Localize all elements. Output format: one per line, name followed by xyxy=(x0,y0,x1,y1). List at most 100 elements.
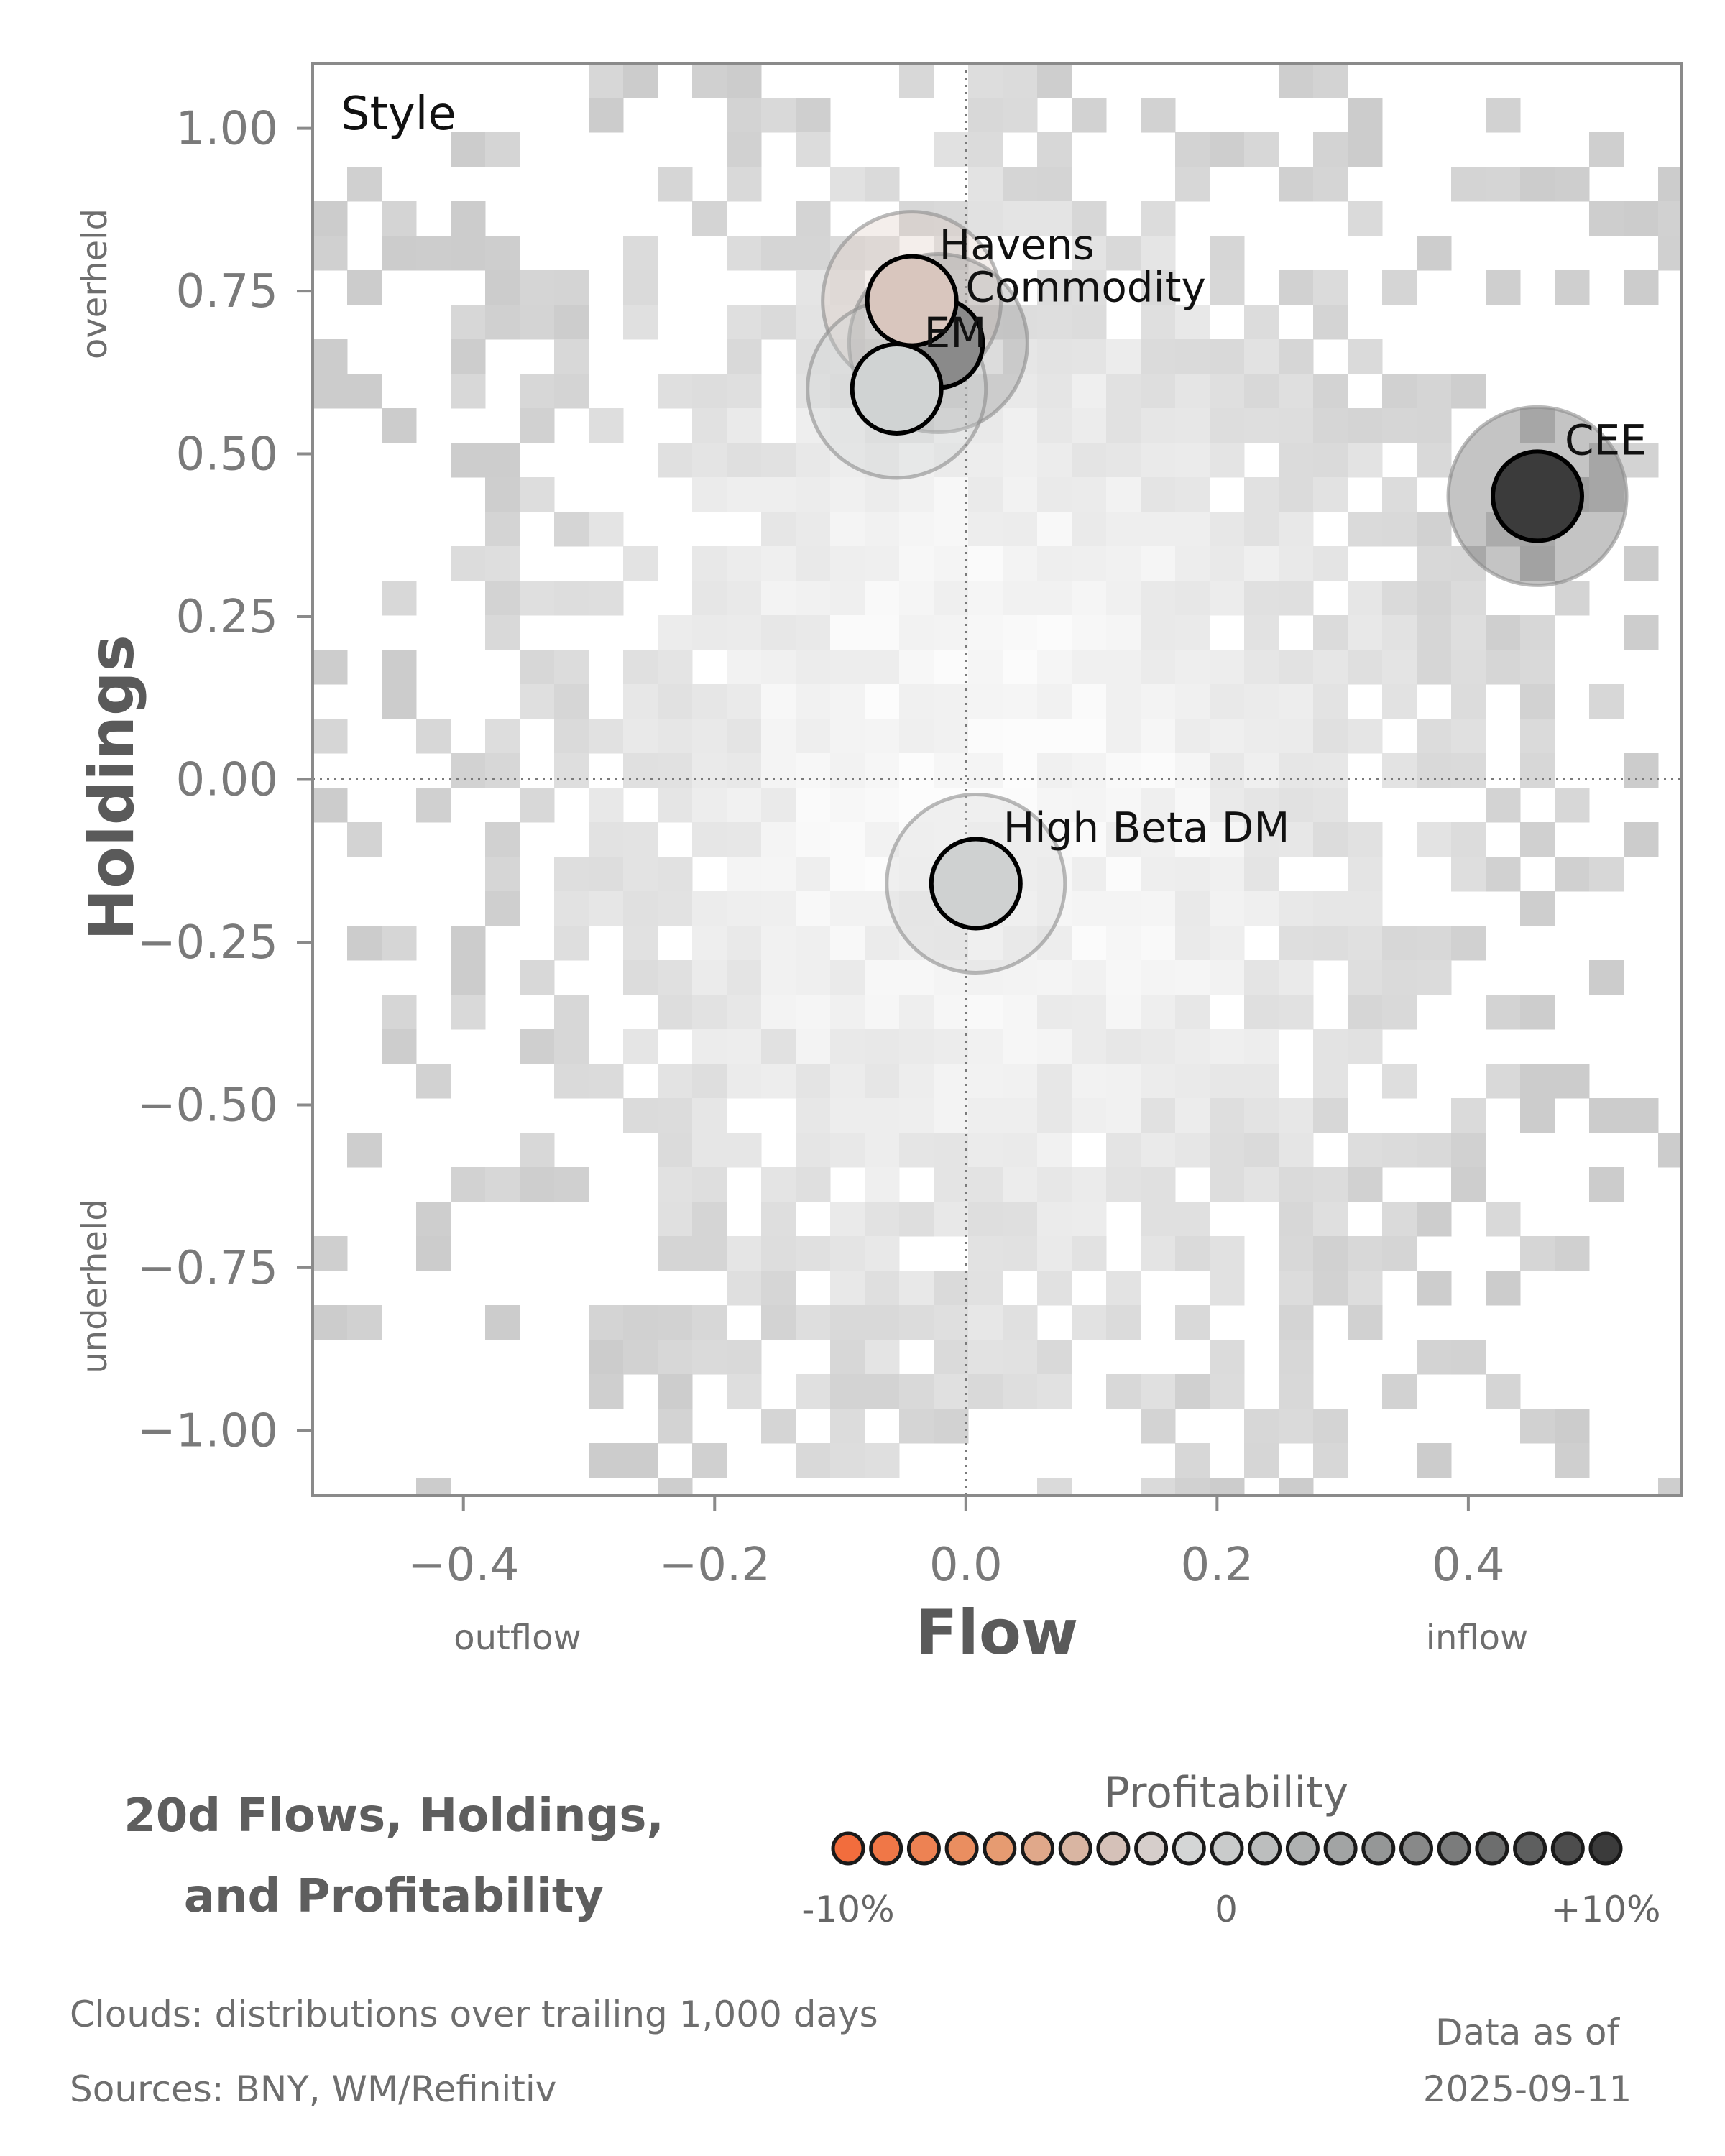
cloud-cell xyxy=(1313,1098,1348,1133)
cloud-cell xyxy=(554,1064,589,1099)
cloud-cell xyxy=(1279,684,1314,719)
cloud-cell xyxy=(1486,1374,1521,1409)
cloud-cell xyxy=(658,443,693,478)
cloud-cell xyxy=(934,1271,969,1306)
cloud-cell xyxy=(1520,1064,1555,1099)
cloud-cell xyxy=(1037,408,1072,443)
cloud-cell xyxy=(934,477,969,512)
cloud-cell xyxy=(623,63,658,98)
cloud-cell xyxy=(899,753,934,788)
cloud-cell xyxy=(1106,443,1141,478)
cloud-cell xyxy=(1417,374,1452,409)
cloud-cell xyxy=(968,1098,1003,1133)
cloud-cell xyxy=(727,926,762,961)
bubble-label: Havens xyxy=(939,221,1095,270)
cloud-cell xyxy=(1279,339,1314,374)
cloud-cell xyxy=(1451,1098,1486,1133)
cloud-cell xyxy=(589,719,624,754)
cloud-cell xyxy=(520,1167,555,1202)
cloud-cell xyxy=(1141,1374,1176,1409)
cloud-cell xyxy=(1348,1167,1383,1202)
cloud-cell xyxy=(1106,236,1141,271)
cloud-cell xyxy=(1210,443,1245,478)
cloud-cell xyxy=(520,960,555,995)
cloud-cell xyxy=(382,201,417,236)
cloud-cell xyxy=(1451,167,1486,202)
cloud-cell xyxy=(865,1340,900,1375)
cloud-cell xyxy=(1072,891,1107,926)
cloud-cell xyxy=(968,443,1003,478)
cloud-cell xyxy=(1279,1098,1314,1133)
cloud-cell xyxy=(1313,1202,1348,1237)
cloud-cell xyxy=(1037,374,1072,409)
cloud-cell xyxy=(1175,1236,1210,1271)
cloud-cell xyxy=(796,719,831,754)
cloud-cell xyxy=(1624,822,1659,857)
cloud-cell xyxy=(727,1271,762,1306)
cloud-cell xyxy=(1313,63,1348,98)
cloud-cell xyxy=(1451,615,1486,650)
cloud-cell xyxy=(1003,477,1038,512)
cloud-cell xyxy=(727,719,762,754)
cloud-cell xyxy=(934,1064,969,1099)
y-axis-title: Holdings xyxy=(76,635,148,941)
cloud-cell xyxy=(1003,512,1038,547)
cloud-cell xyxy=(968,512,1003,547)
cloud-cell xyxy=(727,753,762,788)
cloud-cell xyxy=(934,788,969,823)
cloud-cell xyxy=(1244,995,1279,1030)
cloud-cell xyxy=(692,443,727,478)
x-tick-label: 0.4 xyxy=(1432,1539,1505,1592)
cloud-cell xyxy=(1451,684,1486,719)
cloud-cell xyxy=(382,581,417,616)
cloud-cell xyxy=(761,1236,796,1271)
cloud-cell xyxy=(899,1029,934,1064)
cloud-cell xyxy=(1210,1098,1245,1133)
cloud-cell xyxy=(1141,650,1176,685)
cloud-cell xyxy=(1210,1167,1245,1202)
cloud-cell xyxy=(1417,408,1452,443)
cloud-cell xyxy=(692,926,727,961)
cloud-cell xyxy=(1279,891,1314,926)
cloud-cell xyxy=(968,546,1003,581)
cloud-cell xyxy=(1486,995,1521,1030)
cloud-cell xyxy=(796,98,831,133)
cloud-cell xyxy=(1348,98,1383,133)
cloud-cell xyxy=(865,650,900,685)
cloud-cell xyxy=(1244,374,1279,409)
cloud-cell xyxy=(1520,408,1555,443)
cloud-cell xyxy=(1348,512,1383,547)
cloud-cell xyxy=(1520,995,1555,1030)
cloud-cell xyxy=(692,1064,727,1099)
cloud-cell xyxy=(1175,477,1210,512)
cloud-cell xyxy=(796,684,831,719)
cloud-cell xyxy=(968,1133,1003,1168)
cloud-cell xyxy=(1589,684,1624,719)
cloud-cell xyxy=(1175,891,1210,926)
cloud-cell xyxy=(934,546,969,581)
cloud-cell xyxy=(727,374,762,409)
cloud-cell xyxy=(520,788,555,823)
cloud-cell xyxy=(1382,408,1417,443)
cloud-cell xyxy=(761,98,796,133)
cloud-cell xyxy=(1003,581,1038,616)
cloud-cell xyxy=(1313,1236,1348,1271)
cloud-cell xyxy=(1313,1064,1348,1099)
cloud-cell xyxy=(692,1133,727,1168)
cloud-cell xyxy=(865,443,900,478)
cloud-cell xyxy=(865,512,900,547)
cloud-cell xyxy=(623,650,658,685)
cloud-cell xyxy=(485,305,520,340)
cloud-cell xyxy=(658,374,693,409)
cloud-cell xyxy=(1141,339,1176,374)
cloud-cell xyxy=(865,719,900,754)
cloud-cell xyxy=(1313,1167,1348,1202)
cloud-cell xyxy=(1279,926,1314,961)
y-tick-label: −0.75 xyxy=(137,1242,278,1295)
cloud-cell xyxy=(865,960,900,995)
cloud-cell xyxy=(1417,581,1452,616)
cloud-cell xyxy=(761,926,796,961)
cloud-cell xyxy=(899,477,934,512)
cloud-cell xyxy=(865,477,900,512)
cloud-cell xyxy=(623,891,658,926)
